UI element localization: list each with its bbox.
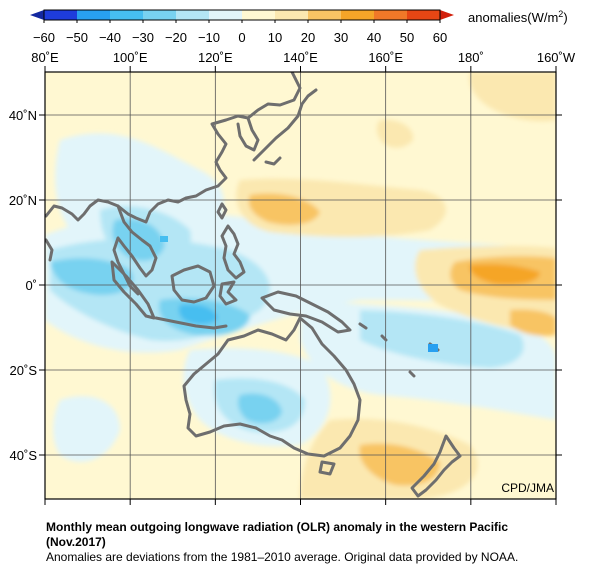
coastline-sulawesi [218, 280, 238, 306]
colorbar-bin [77, 10, 110, 20]
colorbar-tick-label: −40 [99, 30, 121, 45]
coastline-new-zealand [410, 434, 462, 498]
colorbar-bin [308, 10, 341, 20]
caption-title: Monthly mean outgoing longwave radiation… [46, 520, 509, 534]
colorbar-bin [209, 10, 242, 20]
field-patch-negative [178, 304, 218, 325]
colorbar-low-extension [30, 10, 44, 20]
colorbar-bin [242, 10, 275, 20]
colorbar-tick-label: −30 [132, 30, 154, 45]
field-patch-positive [248, 193, 320, 225]
coastline-japan [252, 88, 318, 166]
longitude-label: 160˚W [537, 50, 576, 65]
colorbar-tick-label: 50 [400, 30, 414, 45]
map-panel: 80˚E 100˚E 120˚E 140˚E 160˚E 180˚ 160˚W 40˚N 20… [0, 40, 600, 510]
coastline-taiwan [216, 202, 228, 220]
colorbar-tick-label: −10 [198, 30, 220, 45]
colorbar-tick-labels: −60 −50 −40 −30 −20 −10 0 10 20 30 40 50 60 [33, 20, 447, 45]
colorbar-tick-label: 0 [238, 30, 245, 45]
coastline-philippines [220, 224, 246, 280]
field-patch-negative [360, 310, 524, 368]
colorbar-bin [44, 10, 77, 20]
coastline-borneo [170, 264, 216, 304]
colorbar-tick-label: 30 [334, 30, 348, 45]
colorbar-bin [110, 10, 143, 20]
olr-anomaly-map: 80˚E 100˚E 120˚E 140˚E 160˚E 180˚ 160˚W 40˚N 20… [9, 50, 576, 505]
longitude-label: 160˚E [368, 50, 403, 65]
latitude-labels: 40˚N 20˚N 0˚ 20˚S 40˚S [9, 108, 38, 463]
longitude-label: 140˚E [283, 50, 318, 65]
colorbar-bin [407, 10, 440, 20]
caption-period: (Nov.2017) [46, 535, 106, 549]
field-patch-strong-negative [160, 236, 168, 242]
coastline-indochina [112, 204, 158, 296]
colorbar-high-extension [440, 10, 454, 20]
field-patch-negative [238, 393, 282, 424]
field-patch-positive [469, 263, 540, 285]
coastlines [45, 72, 462, 498]
colorbar-bin [275, 10, 308, 20]
anomaly-field [45, 72, 556, 499]
colorbar: −60 −50 −40 −30 −20 −10 0 10 20 30 40 50 60 anomalie… [30, 9, 568, 45]
credit-label: CPD/JMA [501, 481, 554, 495]
longitude-label: 180˚ [458, 50, 484, 65]
coastline-java [154, 316, 228, 330]
colorbar-tick-label: 10 [268, 30, 282, 45]
coastline-tasmania [318, 460, 336, 476]
colorbar-tick-label: 40 [367, 30, 381, 45]
latitude-label: 20˚S [10, 363, 38, 378]
field-patch-strong-negative [428, 344, 438, 352]
field-patch-positive [359, 443, 440, 486]
colorbar-bin [374, 10, 407, 20]
coastline-pacific-islands [358, 322, 440, 378]
field-patch-positive [469, 72, 556, 122]
field-patch-positive [510, 309, 556, 336]
colorbar-unit-label: anomalies(W/m2) [468, 9, 568, 25]
colorbar-tick-label: 60 [433, 30, 447, 45]
colorbar-tick-label: −60 [33, 30, 55, 45]
colorbar-bin [176, 10, 209, 20]
longitude-label: 120˚E [198, 50, 233, 65]
coastline-india-east [45, 238, 54, 262]
longitude-labels: 80˚E 100˚E 120˚E 140˚E 160˚E 180˚ 160˚W [31, 50, 576, 65]
longitude-label: 100˚E [113, 50, 148, 65]
latitude-label: 20˚N [9, 193, 37, 208]
latitude-label: 40˚S [10, 448, 38, 463]
colorbar-tick-label: −50 [66, 30, 88, 45]
coastline-sumatra [110, 260, 156, 320]
coastline-australia [182, 316, 362, 458]
colorbar-tick-label: −20 [165, 30, 187, 45]
map-ticks [39, 66, 562, 505]
colorbar-bin [143, 10, 176, 20]
longitude-label: 80˚E [31, 50, 59, 65]
field-patch-negative [53, 396, 120, 462]
colorbar-tick-label: 20 [301, 30, 315, 45]
graticule [45, 72, 556, 499]
colorbar-bins [44, 10, 440, 20]
caption-note: Anomalies are deviations from the 1981–2… [46, 550, 519, 564]
colorbar-bin [341, 10, 374, 20]
colorbar-unit-close: ) [563, 10, 567, 25]
colorbar-unit-superscript: 2 [558, 9, 563, 19]
coastline-new-guinea [260, 290, 352, 334]
coastline-korea [236, 116, 260, 152]
latitude-label: 0˚ [25, 278, 37, 293]
latitude-label: 40˚N [9, 108, 37, 123]
colorbar-unit-text: anomalies(W/m [468, 10, 558, 25]
